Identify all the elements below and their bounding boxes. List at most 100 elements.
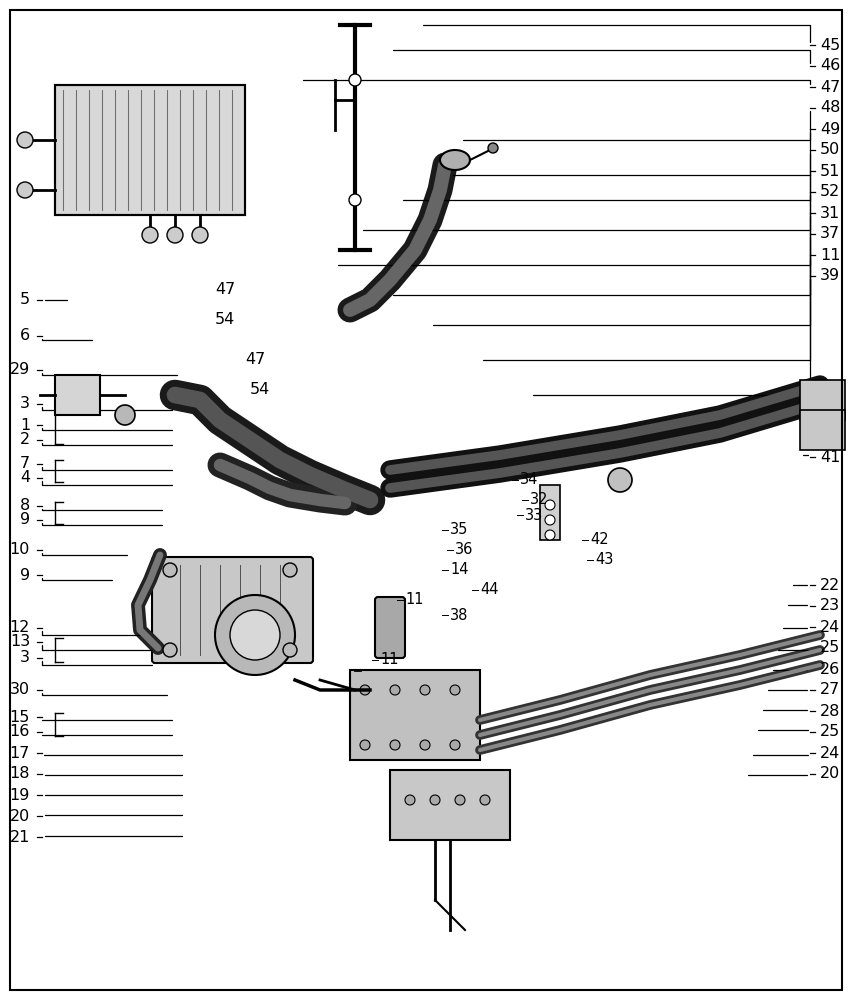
Text: 51: 51 xyxy=(820,163,840,178)
Text: 32: 32 xyxy=(530,492,549,508)
Text: 7: 7 xyxy=(20,456,30,472)
Text: 28: 28 xyxy=(820,704,840,719)
Text: 46: 46 xyxy=(820,58,840,74)
Circle shape xyxy=(17,132,33,148)
Text: 25: 25 xyxy=(820,724,840,740)
Circle shape xyxy=(405,795,415,805)
FancyBboxPatch shape xyxy=(375,597,405,658)
Bar xyxy=(350,670,480,760)
Text: 43: 43 xyxy=(595,552,613,568)
Text: 21: 21 xyxy=(9,830,30,844)
Circle shape xyxy=(230,610,280,660)
Text: 1: 1 xyxy=(20,418,30,432)
Text: 18: 18 xyxy=(9,766,30,782)
Text: 5: 5 xyxy=(20,292,30,308)
Bar xyxy=(55,85,245,215)
Circle shape xyxy=(349,74,361,86)
Text: 34: 34 xyxy=(520,473,538,488)
Text: 6: 6 xyxy=(20,328,30,344)
Circle shape xyxy=(420,685,430,695)
Text: 25: 25 xyxy=(820,641,840,656)
Text: 54: 54 xyxy=(250,382,270,397)
Circle shape xyxy=(142,227,158,243)
Circle shape xyxy=(360,740,370,750)
Text: 38: 38 xyxy=(450,607,469,622)
Text: 9: 9 xyxy=(20,512,30,528)
Text: 47: 47 xyxy=(820,80,840,95)
Text: 31: 31 xyxy=(820,206,840,221)
Text: 47: 47 xyxy=(215,282,235,298)
Circle shape xyxy=(163,643,177,657)
Text: 20: 20 xyxy=(9,809,30,824)
Text: 4: 4 xyxy=(20,471,30,486)
Bar xyxy=(540,485,560,540)
Text: 24: 24 xyxy=(820,619,840,635)
Circle shape xyxy=(480,795,490,805)
Text: 41: 41 xyxy=(820,450,840,464)
Circle shape xyxy=(283,563,297,577)
Text: 26: 26 xyxy=(820,662,840,676)
Circle shape xyxy=(488,143,498,153)
Circle shape xyxy=(115,405,135,425)
Text: 44: 44 xyxy=(480,582,498,597)
Text: 14: 14 xyxy=(450,562,469,578)
Text: 20: 20 xyxy=(820,766,840,782)
Text: 29: 29 xyxy=(9,362,30,377)
Text: 9: 9 xyxy=(20,568,30,582)
Text: 11: 11 xyxy=(820,247,841,262)
Text: 3: 3 xyxy=(20,650,30,665)
Text: 16: 16 xyxy=(9,724,30,740)
Circle shape xyxy=(17,182,33,198)
Circle shape xyxy=(545,530,555,540)
Text: 35: 35 xyxy=(450,522,469,538)
Text: 37: 37 xyxy=(820,227,840,241)
Text: 23: 23 xyxy=(820,598,840,613)
Text: 49: 49 xyxy=(820,121,840,136)
Text: 33: 33 xyxy=(525,508,544,522)
Text: 47: 47 xyxy=(245,353,265,367)
Text: 52: 52 xyxy=(820,184,840,200)
Text: 12: 12 xyxy=(9,620,30,636)
Circle shape xyxy=(390,740,400,750)
Circle shape xyxy=(215,595,295,675)
Circle shape xyxy=(420,740,430,750)
Text: 42: 42 xyxy=(590,532,608,548)
Text: 54: 54 xyxy=(215,312,235,328)
Circle shape xyxy=(450,740,460,750)
Text: 11: 11 xyxy=(405,592,423,607)
Text: 10: 10 xyxy=(9,542,30,558)
Text: 3: 3 xyxy=(20,396,30,412)
Text: 40: 40 xyxy=(820,428,840,444)
Circle shape xyxy=(167,227,183,243)
Bar xyxy=(55,375,100,415)
Bar xyxy=(800,380,845,420)
Text: 8: 8 xyxy=(20,498,30,514)
Text: 30: 30 xyxy=(10,682,30,698)
Circle shape xyxy=(430,795,440,805)
FancyBboxPatch shape xyxy=(152,557,313,663)
Bar xyxy=(390,770,510,840)
Circle shape xyxy=(455,795,465,805)
Bar xyxy=(55,85,245,215)
Text: 50: 50 xyxy=(820,142,840,157)
Text: 22: 22 xyxy=(820,578,840,592)
Text: 15: 15 xyxy=(9,710,30,725)
Circle shape xyxy=(192,227,208,243)
Circle shape xyxy=(349,194,361,206)
Text: 27: 27 xyxy=(820,682,840,698)
Circle shape xyxy=(360,685,370,695)
Bar xyxy=(800,410,845,450)
Circle shape xyxy=(283,643,297,657)
Text: 17: 17 xyxy=(9,746,30,760)
Text: 19: 19 xyxy=(9,788,30,802)
Text: 39: 39 xyxy=(820,268,840,284)
Text: 24: 24 xyxy=(820,746,840,760)
Text: 11: 11 xyxy=(380,652,399,668)
Text: 2: 2 xyxy=(20,432,30,448)
Text: 36: 36 xyxy=(455,542,474,558)
Text: 48: 48 xyxy=(820,101,840,115)
Circle shape xyxy=(608,468,632,492)
Text: 13: 13 xyxy=(9,635,30,650)
Circle shape xyxy=(390,685,400,695)
Ellipse shape xyxy=(440,150,470,170)
